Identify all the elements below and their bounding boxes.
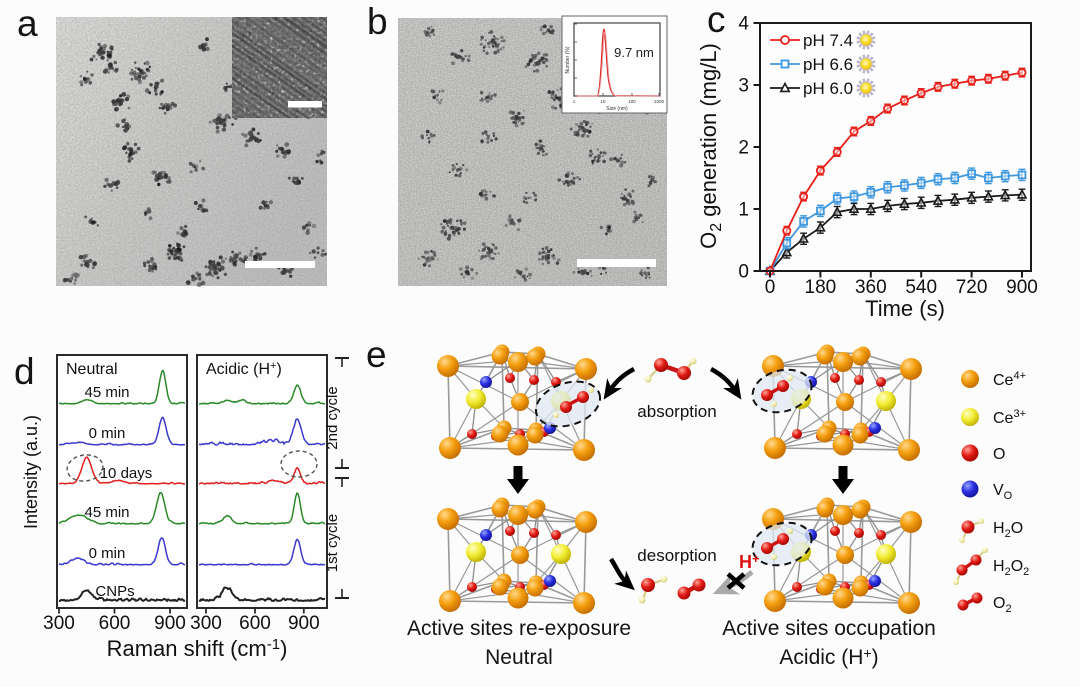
svg-text:Active sites occupation: Active sites occupation <box>722 617 936 640</box>
svg-text:pH 6.6: pH 6.6 <box>803 55 853 74</box>
svg-text:O: O <box>993 446 1005 463</box>
svg-text:1: 1 <box>573 99 576 104</box>
svg-text:1000: 1000 <box>654 99 665 104</box>
svg-text:10: 10 <box>600 99 606 104</box>
svg-text:O2 generation (mg/L): O2 generation (mg/L) <box>696 43 725 249</box>
svg-text:b: b <box>367 1 388 42</box>
svg-text:0 min: 0 min <box>89 545 126 562</box>
svg-text:600: 600 <box>99 613 131 634</box>
svg-text:300: 300 <box>43 613 75 634</box>
svg-text:2nd cycle: 2nd cycle <box>324 386 341 449</box>
svg-text:pH 6.0: pH 6.0 <box>803 79 853 98</box>
svg-text:Active sites re-exposure: Active sites re-exposure <box>407 617 631 640</box>
svg-text:0: 0 <box>738 262 749 283</box>
svg-text:absorption: absorption <box>637 402 716 421</box>
svg-text:900: 900 <box>1006 277 1038 298</box>
svg-text:Neutral: Neutral <box>66 361 118 378</box>
svg-text:CNPs: CNPs <box>95 583 134 600</box>
svg-text:desorption: desorption <box>637 546 716 565</box>
svg-text:H2O: H2O <box>993 520 1023 540</box>
svg-text:900: 900 <box>154 613 186 634</box>
svg-text:pH 7.4: pH 7.4 <box>803 31 853 50</box>
svg-text:Neutral: Neutral <box>485 646 553 669</box>
svg-text:0: 0 <box>765 277 776 298</box>
svg-text:600: 600 <box>239 613 271 634</box>
svg-text:300: 300 <box>190 613 222 634</box>
svg-text:45 min: 45 min <box>84 504 129 521</box>
svg-text:a: a <box>17 3 38 44</box>
svg-text:Number (%): Number (%) <box>565 46 571 73</box>
svg-text:3: 3 <box>738 76 749 97</box>
svg-text:45 min: 45 min <box>84 384 129 401</box>
svg-text:e: e <box>366 334 387 375</box>
svg-text:360: 360 <box>855 277 887 298</box>
svg-text:Raman shift (cm-1): Raman shift (cm-1) <box>107 636 288 661</box>
svg-text:900: 900 <box>288 613 320 634</box>
svg-text:Acidic (H+): Acidic (H+) <box>779 645 878 669</box>
svg-text:4: 4 <box>738 14 749 35</box>
svg-text:2: 2 <box>738 138 749 159</box>
svg-text:100: 100 <box>628 99 636 104</box>
svg-text:Time (s): Time (s) <box>865 296 945 321</box>
svg-text:9.7 nm: 9.7 nm <box>614 45 654 60</box>
svg-text:720: 720 <box>956 277 988 298</box>
svg-text:10 days: 10 days <box>100 465 153 482</box>
svg-text:0 min: 0 min <box>89 425 126 442</box>
svg-text:1: 1 <box>738 200 749 221</box>
svg-text:H2O2: H2O2 <box>993 558 1029 578</box>
svg-text:Intensity (a.u.): Intensity (a.u.) <box>21 415 41 529</box>
svg-text:Acidic (H+): Acidic (H+) <box>206 360 282 378</box>
svg-text:540: 540 <box>905 277 937 298</box>
svg-text:d: d <box>14 351 35 392</box>
svg-text:c: c <box>707 0 726 40</box>
svg-text:1st cycle: 1st cycle <box>324 514 341 572</box>
svg-text:180: 180 <box>805 277 837 298</box>
svg-text:Size (nm): Size (nm) <box>606 106 628 112</box>
